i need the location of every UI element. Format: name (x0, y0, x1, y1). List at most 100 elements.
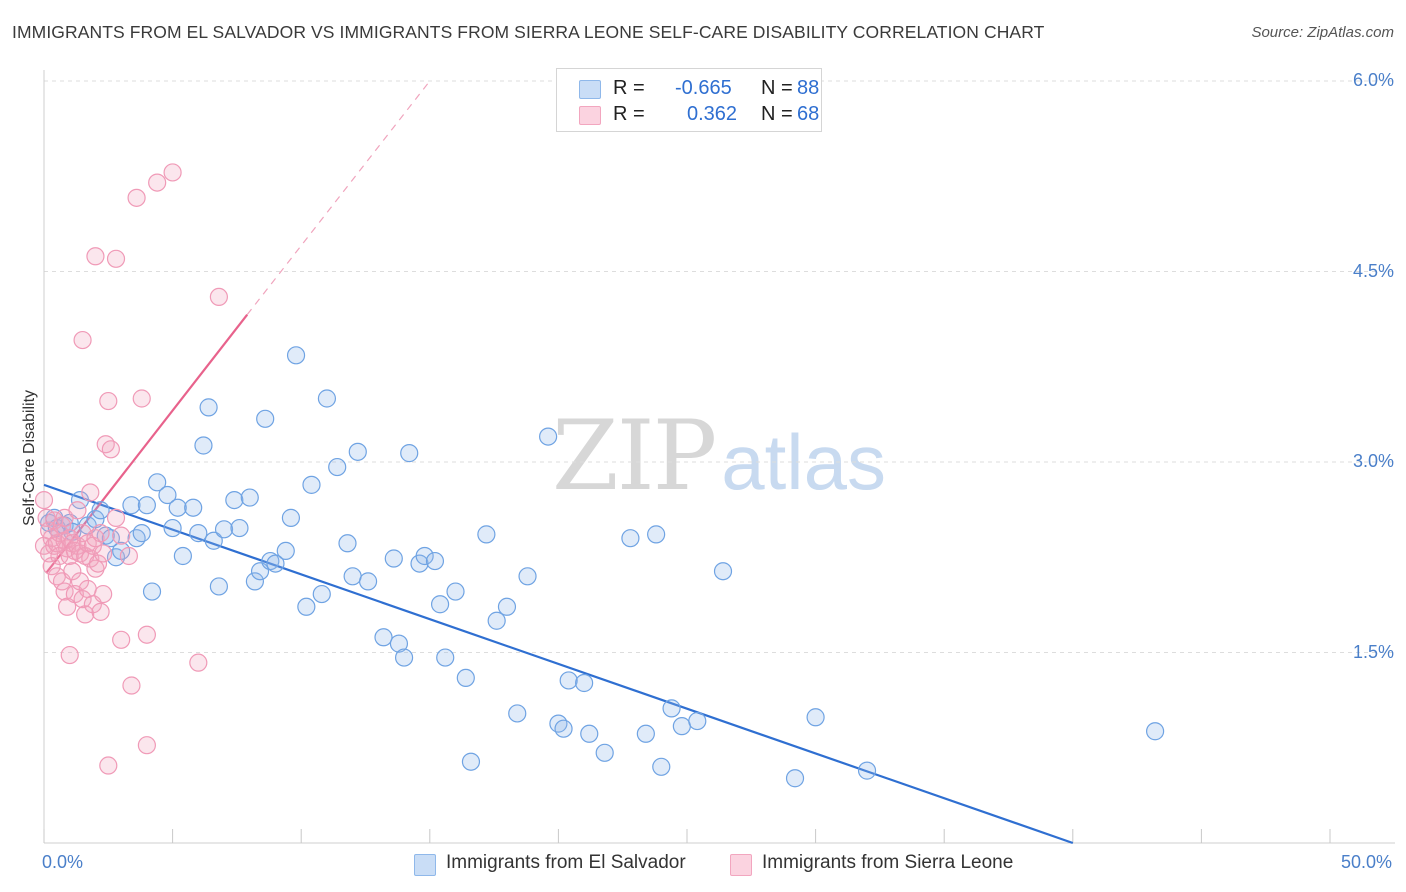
sierra-leone-point (209, 287, 228, 306)
y-tick-label: 3.0% (1352, 451, 1394, 471)
watermark-zip: ZIP (552, 400, 717, 512)
sierra-leone-point (88, 554, 108, 573)
el-salvador-point (173, 546, 192, 566)
sierra-leone-point (73, 330, 92, 350)
legend-r-value: 0.362 (687, 103, 738, 125)
legend-label-el-salvador: Immigrants from El Salvador (446, 852, 686, 873)
legend-r-value: -0.665 (675, 77, 732, 99)
sierra-leone-point (86, 247, 105, 266)
el-salvador-point (163, 518, 182, 538)
el-salvador-point (487, 611, 506, 630)
sierra-leone-point (106, 508, 126, 527)
el-salvador-point (384, 549, 403, 568)
sierra-leone-point (112, 630, 131, 649)
sierra-leone-point (122, 676, 141, 695)
sierra-leone-point (63, 562, 82, 581)
el-salvador-point (137, 496, 156, 515)
sierra-leone-point (96, 435, 115, 454)
sierra-leone-point (68, 501, 87, 520)
y-tick-label: 6.0% (1352, 70, 1394, 90)
sierra-leone-point (42, 557, 61, 576)
x-tick-label-max: 50.0% (1340, 852, 1392, 872)
sierra-leone-point (99, 756, 118, 775)
el-salvador-point (168, 498, 187, 517)
el-salvador-point (1146, 722, 1165, 741)
el-salvador-point (86, 510, 105, 529)
el-salvador-point (430, 595, 450, 614)
el-salvador-point (446, 582, 465, 601)
el-salvador-point (266, 554, 285, 573)
legend-n-label: N = (761, 103, 793, 125)
sierra-leone-point (34, 491, 54, 510)
sierra-leone-point (132, 389, 151, 408)
sierra-leone-point (70, 572, 90, 591)
el-salvador-point (91, 501, 110, 520)
el-salvador-point (286, 346, 306, 365)
legend-swatch-blue (414, 854, 436, 876)
el-salvador-point (281, 508, 301, 527)
el-salvador-point (477, 525, 496, 544)
sierra-leone-point (189, 653, 208, 672)
el-salvador-point (652, 757, 671, 776)
el-salvador-point (662, 699, 681, 718)
el-salvador-point (199, 398, 218, 417)
el-salvador-point (575, 673, 594, 693)
el-salvador-point (184, 498, 203, 517)
el-salvador-point (436, 648, 455, 667)
sierra-leone-point (106, 249, 126, 268)
el-salvador-point (539, 427, 558, 446)
sierra-leone-point (94, 544, 113, 563)
sierra-leone-point (127, 188, 146, 207)
sierra-leone-trend-extension (246, 80, 431, 316)
el-salvador-point (785, 769, 805, 788)
el-salvador-point (148, 473, 167, 492)
sierra-leone-point (73, 590, 92, 609)
sierra-leone-point (101, 440, 120, 459)
el-salvador-point (348, 442, 367, 461)
el-salvador-point (857, 761, 877, 780)
el-salvador-point (374, 628, 393, 647)
el-salvador-point (461, 752, 481, 771)
el-salvador-point (508, 704, 527, 723)
el-salvador-point (189, 524, 208, 543)
sierra-leone-point (148, 173, 167, 192)
zipatlas-watermark: ZIPatlas (552, 400, 886, 512)
el-salvador-point (636, 724, 655, 743)
sierra-leone-point (137, 625, 156, 644)
el-salvador-point (338, 534, 357, 553)
el-salvador-point (688, 711, 707, 731)
el-salvador-point (400, 444, 419, 463)
el-salvador-point (672, 717, 691, 736)
legend-label-sierra-leone: Immigrants from Sierra Leone (762, 852, 1014, 873)
legend-swatch-pink (730, 854, 752, 876)
el-salvador-point (549, 714, 568, 733)
el-salvador-point (142, 582, 162, 601)
el-salvador-point (312, 584, 331, 604)
el-salvador-point (122, 496, 141, 515)
el-salvador-point (621, 529, 640, 548)
el-salvador-point (297, 597, 316, 616)
x-tick-label-min: 0.0% (42, 852, 84, 872)
el-salvador-point (127, 529, 146, 548)
y-tick-label: 4.5% (1352, 260, 1394, 281)
sierra-leone-point (112, 526, 131, 545)
el-salvador-point (214, 520, 234, 539)
el-salvador-point (394, 648, 414, 667)
legend-n-value: 68 (797, 103, 820, 125)
el-salvador-point (302, 475, 321, 494)
sierra-leone-point (60, 645, 79, 665)
series-legend: Immigrants from El Salvador Immigrants f… (0, 852, 1406, 878)
el-salvador-point (209, 577, 228, 596)
el-salvador-point (497, 597, 517, 616)
legend-r-label: R = (613, 103, 645, 125)
el-salvador-point (245, 572, 265, 591)
el-salvador-point (559, 671, 578, 690)
legend-n-value: 88 (797, 77, 820, 99)
el-salvador-point (194, 436, 213, 455)
el-salvador-point (256, 409, 275, 428)
legend-swatch-blue (579, 80, 601, 99)
sierra-leone-point (91, 602, 110, 621)
sierra-leone-point (119, 546, 138, 566)
el-salvador-trend-line (43, 483, 1074, 845)
el-salvador-point (317, 389, 337, 408)
